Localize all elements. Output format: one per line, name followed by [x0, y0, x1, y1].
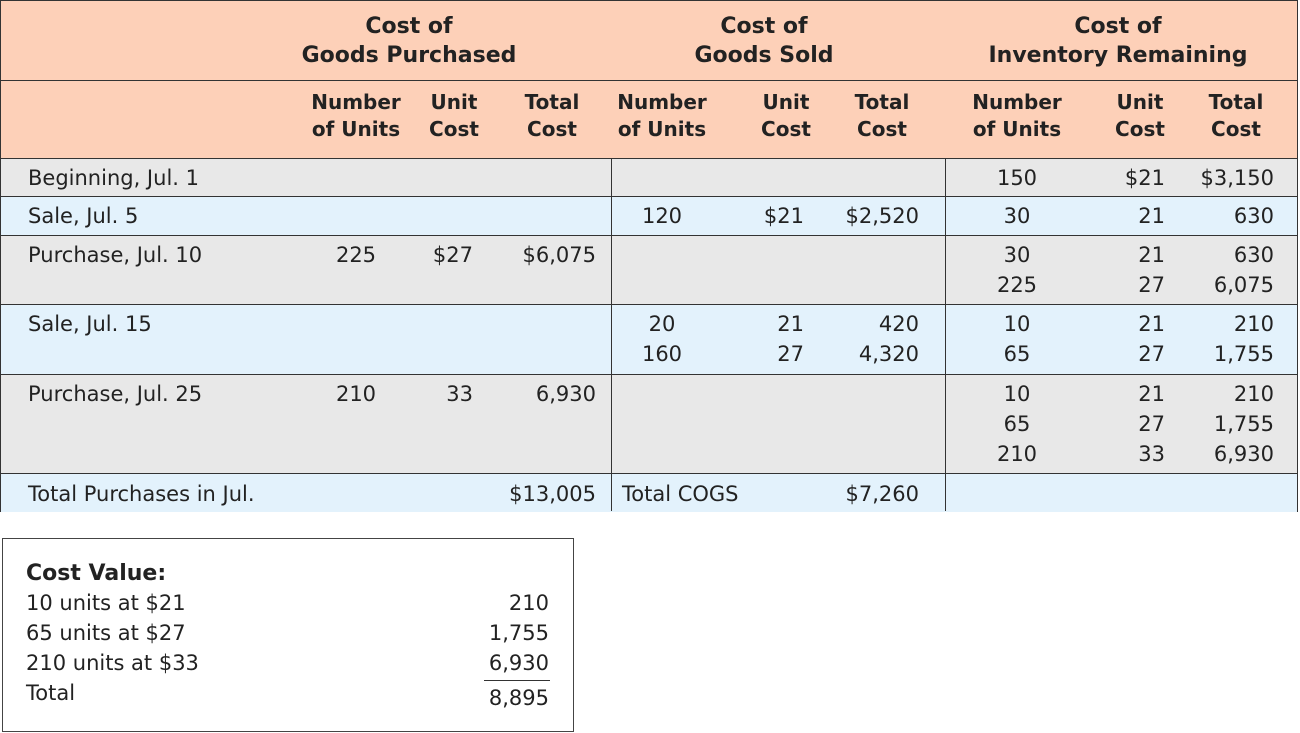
- cell-remaining-units: 65: [1003, 412, 1031, 436]
- group-header-line2: Goods Purchased: [301, 43, 517, 68]
- cell-remaining-total: 630: [1233, 243, 1274, 267]
- cell-remaining-total: 1,755: [1213, 342, 1274, 366]
- row-label: Sale, Jul. 5: [28, 204, 139, 228]
- table-row: [1, 375, 1297, 474]
- group-header-line1: Cost of: [365, 14, 453, 39]
- cell-purchased-total: 6,930: [535, 382, 596, 406]
- cell-remaining-total: 210: [1233, 312, 1274, 336]
- cell-remaining-total: $3,150: [1200, 166, 1274, 190]
- sum-line: [484, 680, 550, 681]
- column-header-line2: Cost: [857, 117, 907, 141]
- group-header-line1: Cost of: [1074, 14, 1162, 39]
- column-header-line2: of Units: [311, 117, 401, 141]
- cell-purchased-unit-cost: $27: [432, 243, 473, 267]
- column-header-line1: Total: [524, 90, 580, 114]
- cost-value-box: Cost Value: 10 units at $21 210 65 units…: [2, 538, 574, 732]
- cell-remaining-units: 10: [1003, 382, 1031, 406]
- table-row: [1, 159, 1297, 197]
- divider: [945, 159, 946, 511]
- cell-remaining-units: 30: [1003, 243, 1031, 267]
- total-cogs-label: Total COGS: [622, 482, 739, 506]
- cost-value-item-value: 210: [508, 591, 549, 615]
- cell-sold-unit-cost: $21: [763, 204, 804, 228]
- cell-remaining-unit-cost: 21: [1138, 382, 1165, 406]
- cell-remaining-unit-cost: 33: [1138, 442, 1165, 466]
- cell-remaining-total: 630: [1233, 204, 1274, 228]
- cell-purchased-total: $6,075: [522, 243, 596, 267]
- totals-row: [1, 474, 1297, 512]
- column-header-line2: Cost: [761, 117, 811, 141]
- column-header-line1: Number: [972, 90, 1062, 114]
- cell-sold-total: 4,320: [858, 342, 919, 366]
- table-row: [1, 197, 1297, 236]
- cell-sold-total: 420: [878, 312, 919, 336]
- cell-purchased-unit-cost: 33: [446, 382, 473, 406]
- cell-remaining-units: 10: [1003, 312, 1031, 336]
- cell-remaining-unit-cost: 21: [1138, 204, 1165, 228]
- cell-sold-units: 20: [648, 312, 676, 336]
- column-header-line2: of Units: [972, 117, 1062, 141]
- column-header-line2: Cost: [1211, 117, 1261, 141]
- cell-remaining-unit-cost: 27: [1138, 342, 1165, 366]
- cell-sold-units: 120: [641, 204, 683, 228]
- cost-value-item-label: 65 units at $27: [26, 621, 186, 645]
- cell-remaining-total: 6,930: [1213, 442, 1274, 466]
- group-header-row: [1, 1, 1297, 81]
- cost-value-title: Cost Value:: [26, 561, 167, 586]
- cell-remaining-units: 65: [1003, 342, 1031, 366]
- column-header-line1: Number: [311, 90, 401, 114]
- cell-remaining-units: 225: [996, 273, 1038, 297]
- group-header-line2: Goods Sold: [694, 43, 834, 68]
- cell-remaining-units: 30: [1003, 204, 1031, 228]
- column-header-line2: Cost: [1115, 117, 1165, 141]
- column-header-line1: Number: [617, 90, 707, 114]
- cell-sold-unit-cost: 27: [777, 342, 804, 366]
- column-header-row: [1, 81, 1297, 159]
- row-label: Purchase, Jul. 25: [28, 382, 203, 406]
- cell-remaining-total: 210: [1233, 382, 1274, 406]
- total-purchases-value: $13,005: [509, 482, 596, 506]
- total-purchases-label: Total Purchases in Jul.: [28, 482, 255, 506]
- cell-remaining-unit-cost: 21: [1138, 243, 1165, 267]
- group-header-line2: Inventory Remaining: [988, 43, 1248, 68]
- column-header-line2: Cost: [527, 117, 577, 141]
- column-header-line1: Unit: [1116, 90, 1164, 114]
- table-row: [1, 305, 1297, 375]
- column-header-line1: Unit: [430, 90, 478, 114]
- cell-remaining-units: 210: [996, 442, 1038, 466]
- cell-sold-units: 160: [641, 342, 683, 366]
- cell-remaining-total: 1,755: [1213, 412, 1274, 436]
- column-header-line1: Unit: [762, 90, 810, 114]
- cost-value-item-value: 1,755: [488, 621, 549, 645]
- cell-remaining-unit-cost: 27: [1138, 412, 1165, 436]
- cell-purchased-units: 210: [335, 382, 377, 406]
- divider: [611, 159, 612, 511]
- cell-remaining-unit-cost: $21: [1124, 166, 1165, 190]
- cost-value-item-label: 10 units at $21: [26, 591, 186, 615]
- cost-value-item-label: 210 units at $33: [26, 651, 199, 675]
- column-header-line1: Total: [1208, 90, 1264, 114]
- row-label: Beginning, Jul. 1: [28, 166, 199, 190]
- cell-remaining-total: 6,075: [1213, 273, 1274, 297]
- row-label: Purchase, Jul. 10: [28, 243, 203, 267]
- cell-remaining-unit-cost: 21: [1138, 312, 1165, 336]
- column-header-line2: Cost: [429, 117, 479, 141]
- total-cogs-value: $7,260: [845, 482, 919, 506]
- cell-sold-unit-cost: 21: [777, 312, 804, 336]
- group-header-line1: Cost of: [720, 14, 808, 39]
- cell-remaining-unit-cost: 27: [1138, 273, 1165, 297]
- table-row: [1, 236, 1297, 305]
- fifo-inventory-table: Cost of Goods Purchased Cost of Goods Sold C…: [0, 0, 1298, 512]
- cost-value-total-label: Total: [26, 681, 76, 705]
- cell-remaining-units: 150: [996, 166, 1038, 190]
- cost-value-total: 8,895: [488, 686, 549, 710]
- column-header-line2: of Units: [617, 117, 707, 141]
- column-header-line1: Total: [854, 90, 910, 114]
- cell-purchased-units: 225: [335, 243, 377, 267]
- row-label: Sale, Jul. 15: [28, 312, 152, 336]
- cell-sold-total: $2,520: [845, 204, 919, 228]
- cost-value-item-value: 6,930: [488, 651, 549, 675]
